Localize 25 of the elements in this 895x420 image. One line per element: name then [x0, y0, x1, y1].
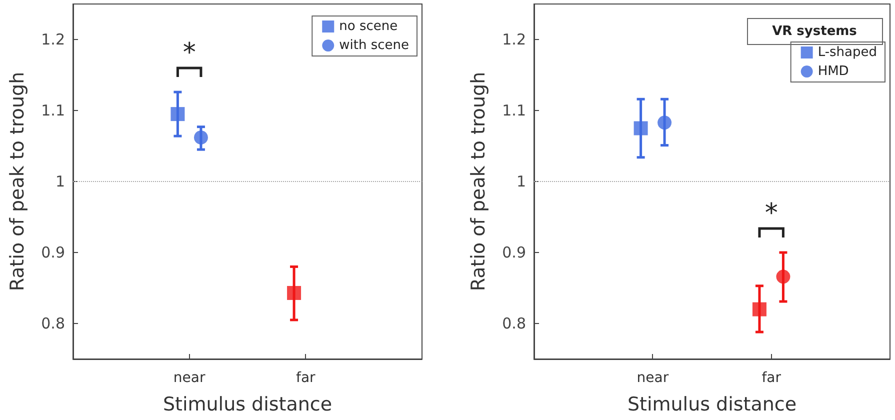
y-tick-label: 0.8 — [41, 314, 65, 332]
x-tick-label: near — [636, 370, 669, 386]
y-tick-label: 1 — [55, 172, 65, 190]
y-tick-label: 0.8 — [502, 314, 526, 332]
y-tick-label: 1 — [516, 172, 526, 190]
y-axis-title: Ratio of peak to trough — [6, 72, 28, 292]
x-axis-title: Stimulus distance — [162, 394, 332, 416]
y-tick-label: 1.2 — [502, 30, 526, 48]
y-tick-label: 0.9 — [502, 244, 526, 262]
legend-label: HMD — [818, 64, 849, 79]
legend-label: L-shaped — [818, 45, 877, 60]
x-axis-title: Stimulus distance — [627, 394, 797, 416]
legend-label: with scene — [339, 38, 410, 53]
y-tick-label: 1.2 — [41, 30, 65, 48]
annotation: * — [182, 38, 196, 68]
y-tick-label: 1.1 — [41, 102, 65, 120]
y-axis-title: Ratio of peak to trough — [468, 72, 490, 292]
x-tick-label: near — [173, 370, 206, 386]
annotation: * — [764, 198, 778, 228]
x-tick-label: far — [296, 370, 316, 386]
y-tick-label: 0.9 — [41, 244, 65, 262]
x-tick-label: far — [762, 370, 782, 386]
y-tick-label: 1.1 — [502, 102, 526, 120]
legend-label: no scene — [339, 19, 398, 34]
legend-title: VR systems — [772, 24, 858, 39]
